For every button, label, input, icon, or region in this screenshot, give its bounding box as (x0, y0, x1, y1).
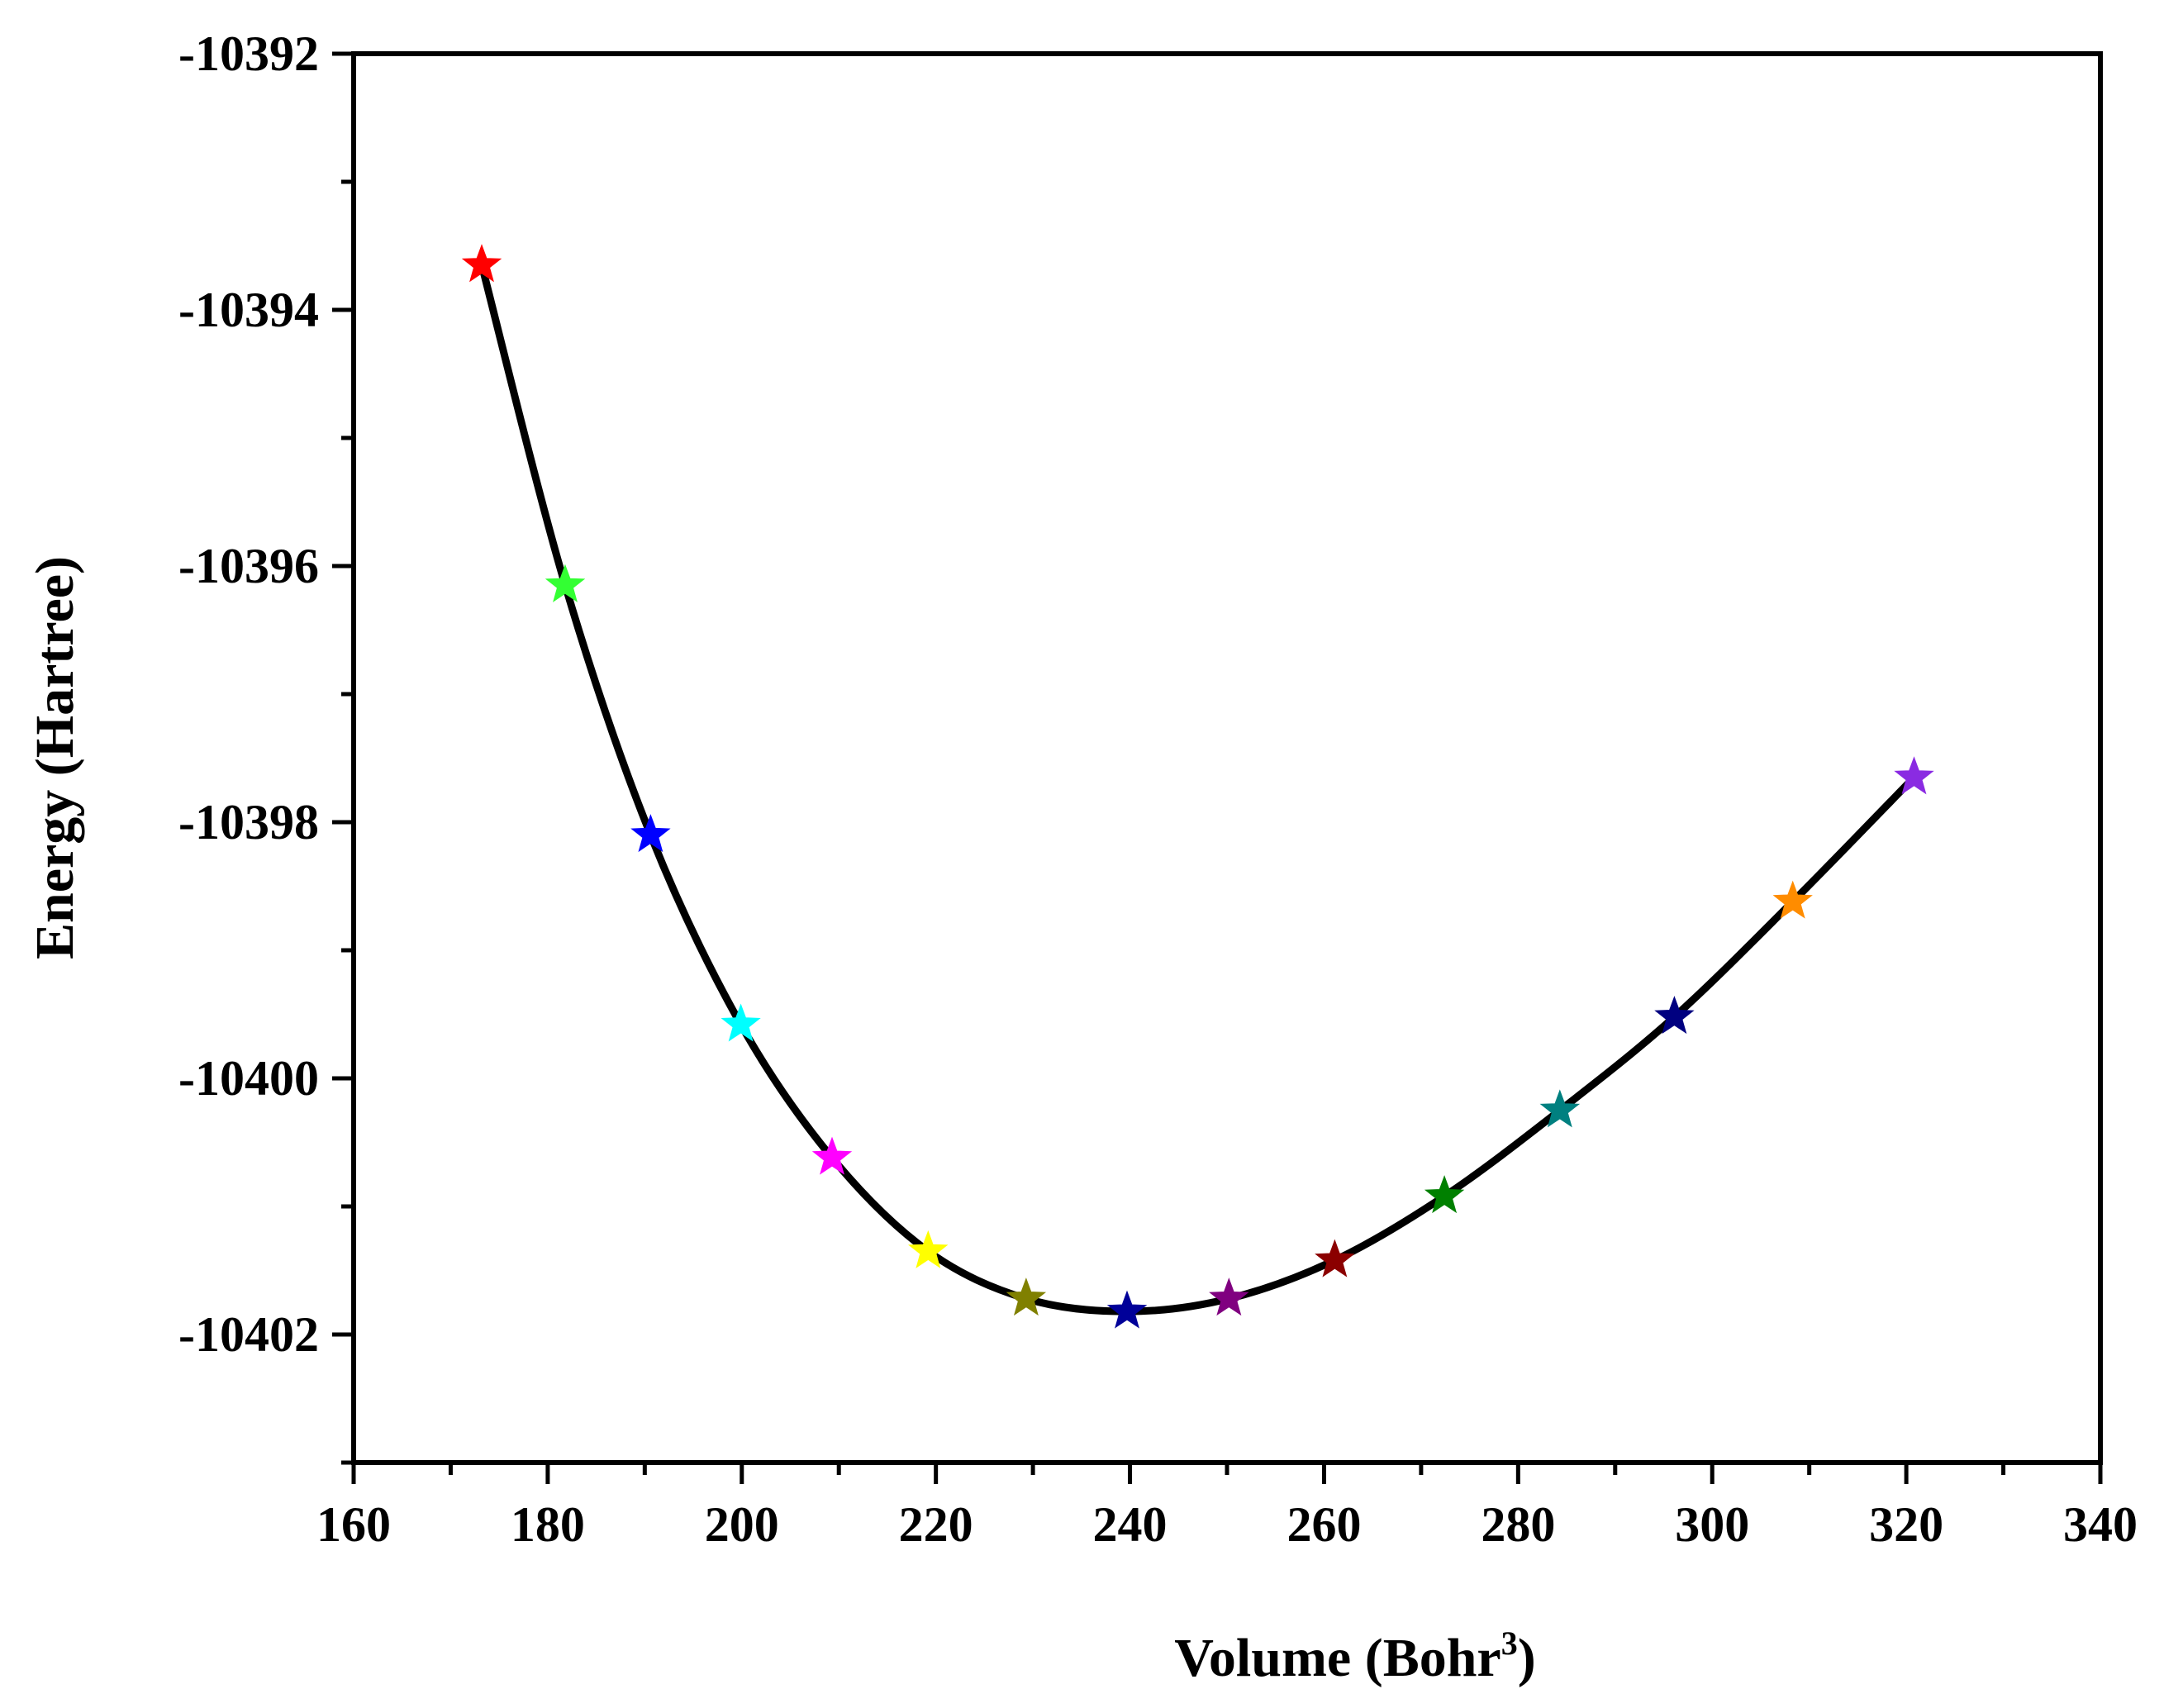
y-tick-label: -10398 (178, 795, 319, 849)
tick-marks (332, 51, 2103, 1484)
y-tick-label: -10400 (178, 1051, 319, 1106)
x-tick-label: 220 (899, 1497, 973, 1552)
fit-curve (478, 261, 1919, 1315)
data-point-star (461, 244, 502, 283)
x-axis-title-text: Volume (Bohr (1174, 1628, 1501, 1688)
data-point-star (630, 814, 671, 853)
y-tick-label: -10394 (178, 283, 319, 337)
data-point-star (721, 1003, 761, 1042)
data-point-star (1006, 1277, 1047, 1316)
y-tick-labels: -10392 -10394 -10396 -10398 -10400 -10402 (178, 26, 319, 1362)
x-tick-label: 200 (705, 1497, 779, 1552)
data-point-star (1424, 1175, 1465, 1214)
data-markers (461, 244, 1934, 1329)
x-tick-label: 320 (1869, 1497, 1943, 1552)
data-point-star (1772, 880, 1813, 919)
x-tick-label: 180 (511, 1497, 585, 1552)
y-tick-label: -10396 (178, 539, 319, 593)
y-tick-label: -10402 (178, 1307, 319, 1362)
x-tick-label: 240 (1093, 1497, 1168, 1552)
data-point-star (1209, 1277, 1249, 1316)
x-axis-title-close: ) (1518, 1628, 1536, 1688)
data-point-star (1654, 996, 1695, 1035)
data-point-star (545, 564, 586, 602)
x-tick-label: 160 (316, 1497, 391, 1552)
x-tick-label: 280 (1481, 1497, 1555, 1552)
data-point-star (1894, 756, 1934, 795)
x-tick-label: 300 (1675, 1497, 1749, 1552)
y-tick-label: -10392 (178, 26, 319, 81)
data-point-star (908, 1230, 949, 1268)
plot-frame (351, 51, 2103, 1465)
x-tick-label: 260 (1287, 1497, 1361, 1552)
x-axis-title: Volume (Bohr3) (1174, 1625, 1535, 1688)
x-tick-labels: 160 180 200 220 240 260 280 300 320 340 (316, 1497, 2138, 1552)
y-axis-title: Energy (Hartree) (25, 556, 85, 959)
data-point-star (811, 1136, 853, 1175)
x-axis-title-superscript: 3 (1501, 1625, 1518, 1662)
data-point-star (1106, 1290, 1148, 1329)
data-point-star (1539, 1089, 1581, 1128)
x-tick-label: 340 (2063, 1497, 2138, 1552)
data-point-star (1315, 1239, 1355, 1277)
